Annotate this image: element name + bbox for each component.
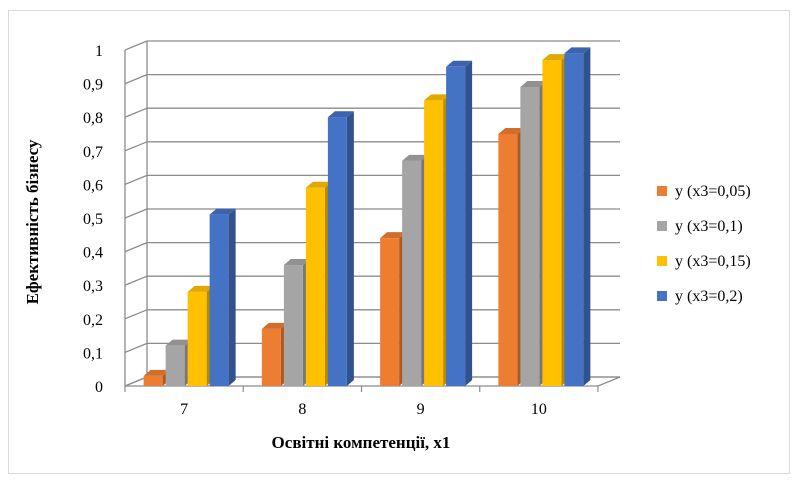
bar xyxy=(165,345,185,386)
y-tick-label: 0,8 xyxy=(83,110,103,127)
legend-label: y (x3=0,15) xyxy=(675,253,751,270)
bar-top xyxy=(283,259,310,266)
gridline-depth xyxy=(124,107,148,118)
bar-top xyxy=(209,208,236,215)
bar-top xyxy=(446,60,473,67)
bar xyxy=(402,160,422,386)
y-tick-label: 0,2 xyxy=(83,312,103,329)
bar-top xyxy=(424,94,451,101)
y-tick-label: 1 xyxy=(95,43,103,60)
bar-top xyxy=(520,80,547,87)
gridline-depth xyxy=(124,73,148,85)
bar xyxy=(143,375,163,386)
x-tick-label: 8 xyxy=(298,401,306,418)
x-tick-labels: 7 8 9 10 xyxy=(180,401,547,418)
legend-swatch xyxy=(657,221,667,231)
bar-top xyxy=(261,322,288,329)
x-tick-label: 9 xyxy=(417,401,425,418)
bar-top xyxy=(187,285,214,292)
legend-label: y (x3=0,2) xyxy=(675,288,743,305)
gridline-depth xyxy=(124,342,148,354)
bar-top xyxy=(402,154,429,161)
legend-label: y (x3=0,05) xyxy=(675,183,751,200)
bars xyxy=(143,47,591,387)
bar xyxy=(305,187,325,386)
bar-top xyxy=(542,54,569,61)
x-axis-title: Освітні компетенції, x1 xyxy=(272,433,451,452)
bar xyxy=(446,66,466,387)
bar-top xyxy=(380,232,407,239)
bar xyxy=(209,214,229,386)
bar xyxy=(261,328,281,386)
gridline-depth xyxy=(124,241,148,253)
bar-top xyxy=(564,47,591,54)
bar-top xyxy=(143,369,170,376)
x-tick-label: 7 xyxy=(180,401,188,418)
y-axis-title: Ефективність бізнесу xyxy=(23,139,42,304)
bar-top xyxy=(165,339,192,346)
bar xyxy=(283,265,303,386)
gridline-depth xyxy=(124,309,148,320)
bar xyxy=(498,134,518,386)
legend-label: y (x3=0,1) xyxy=(675,218,743,235)
y-tick-label: 0,4 xyxy=(83,245,103,262)
gridline-depth xyxy=(124,141,148,152)
y-tick-label: 0 xyxy=(95,379,103,396)
bar-top xyxy=(305,181,332,188)
gridline-depth xyxy=(124,208,148,219)
legend: y (x3=0,05) y (x3=0,1) y (x3=0,15) y (x3=0,… xyxy=(657,183,751,305)
bar-top xyxy=(327,111,354,118)
bar xyxy=(187,291,207,386)
y-tick-label: 0,5 xyxy=(83,211,103,228)
legend-swatch xyxy=(657,186,667,196)
y-tick-labels: 0 0,1 0,2 0,3 0,4 0,5 0,6 0,7 0,8 0,9 1 xyxy=(83,43,103,396)
bar-side xyxy=(583,47,591,387)
bar xyxy=(564,53,584,387)
y-tick-label: 0,3 xyxy=(83,278,103,295)
legend-swatch xyxy=(657,256,667,266)
bar xyxy=(520,86,540,387)
bar-side xyxy=(465,60,473,387)
bar xyxy=(542,60,562,387)
gridline-depth xyxy=(124,40,148,51)
bar xyxy=(380,238,400,386)
y-tick-label: 0,1 xyxy=(83,345,103,362)
bar-side xyxy=(228,208,236,386)
legend-swatch xyxy=(657,291,667,301)
y-tick-label: 0,6 xyxy=(83,177,103,194)
y-tick-label: 0,9 xyxy=(83,77,103,94)
bar-top xyxy=(498,128,525,134)
bar-side xyxy=(346,111,354,386)
bar xyxy=(327,117,347,386)
bar xyxy=(424,100,444,387)
gridline-depth xyxy=(124,174,148,186)
y-tick-label: 0,7 xyxy=(83,144,103,161)
gridline-depth xyxy=(124,275,148,286)
x-tick-label: 10 xyxy=(531,401,547,418)
